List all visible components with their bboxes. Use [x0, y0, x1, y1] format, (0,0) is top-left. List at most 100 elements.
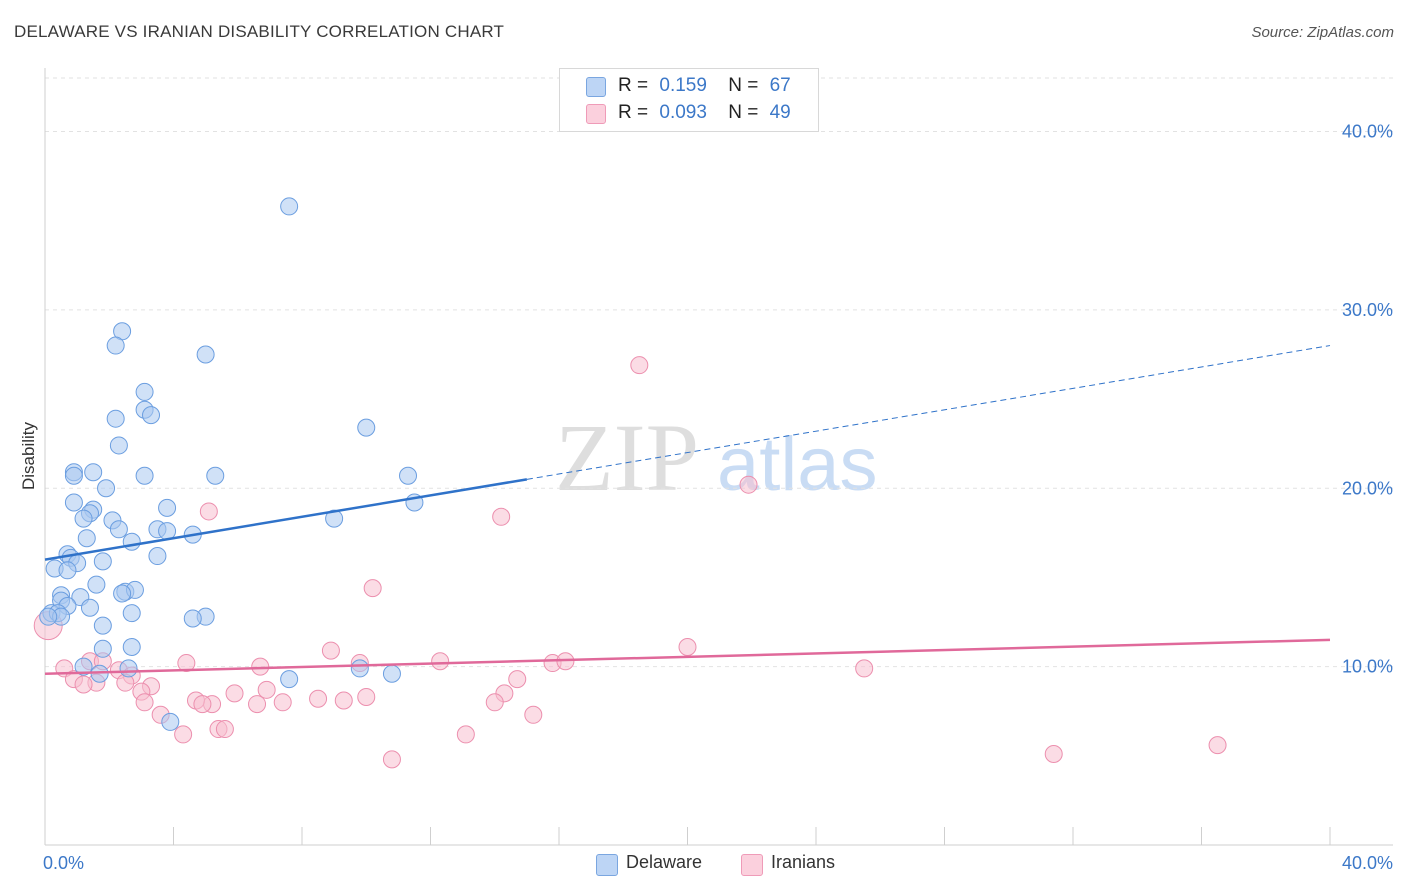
iranians-point	[174, 725, 193, 744]
delaware-point	[109, 520, 128, 539]
delaware-point	[135, 382, 154, 401]
iranians-point	[273, 693, 292, 712]
delaware-point	[183, 609, 202, 628]
delaware-point	[93, 616, 112, 635]
legend-r-label: R =	[618, 102, 649, 123]
delaware-point	[64, 466, 83, 485]
y-tick-label: 30.0%	[1342, 300, 1393, 320]
delaware-point	[74, 509, 93, 528]
iranians-point	[678, 638, 697, 657]
watermark-zip: ZIP	[555, 404, 699, 511]
delaware-swatch	[586, 77, 606, 97]
delaware-point	[148, 547, 167, 566]
tick-labels: 10.0% 20.0% 30.0% 40.0% 0.0% 40.0%	[43, 122, 1393, 873]
iranians-point	[251, 657, 270, 676]
delaware-point	[84, 463, 103, 482]
delaware-point	[90, 664, 109, 683]
iranians-point	[485, 693, 504, 712]
delaware-point	[325, 509, 344, 528]
iranians-point	[1208, 736, 1227, 755]
delaware-point	[357, 418, 376, 437]
y-tick-label: 40.0%	[1342, 122, 1393, 142]
delaware-point	[196, 345, 215, 364]
delaware-point	[206, 466, 225, 485]
iranians-point	[215, 720, 234, 739]
iranians-point	[382, 750, 401, 769]
gridlines	[45, 77, 1393, 668]
iranians-point	[855, 659, 874, 678]
delaware-point	[77, 529, 96, 548]
iranians-point	[74, 675, 93, 694]
delaware-series	[39, 197, 424, 731]
iranians-point	[431, 652, 450, 671]
iranians-point	[135, 693, 154, 712]
legend-n-label: N =	[728, 75, 759, 96]
legend-n-value: 49	[769, 102, 791, 123]
axes	[44, 68, 1393, 846]
x-tick-label: 0.0%	[43, 853, 84, 873]
delaware-point	[399, 466, 418, 485]
delaware-point	[58, 561, 77, 580]
x-tick-label: 40.0%	[1342, 853, 1393, 873]
iranians-point	[456, 725, 475, 744]
delaware-point	[119, 659, 138, 678]
legend-r-label: R =	[618, 75, 649, 96]
delaware-point	[64, 493, 83, 512]
delaware-point	[280, 670, 299, 689]
delaware-point	[113, 584, 132, 603]
iranians-point	[257, 680, 276, 699]
iranians-point	[508, 670, 527, 689]
delaware-legend-label: Delaware	[626, 852, 703, 872]
iranians-legend-swatch	[741, 854, 763, 876]
delaware-point	[39, 607, 58, 626]
delaware-point	[122, 532, 141, 551]
iranians-trendline	[44, 638, 1331, 676]
iranians-point	[225, 684, 244, 703]
delaware-point	[109, 436, 128, 455]
iranians-point	[630, 356, 649, 375]
iranians-point	[177, 654, 196, 673]
legend-r-value: 0.159	[659, 75, 707, 96]
delaware-point	[106, 336, 125, 355]
iranians-point	[524, 705, 543, 724]
delaware-point	[161, 712, 180, 731]
delaware-point	[97, 479, 116, 498]
iranians-point	[193, 695, 212, 714]
y-tick-label: 10.0%	[1342, 657, 1393, 677]
legend-n-value: 67	[769, 75, 791, 96]
legend-n-label: N =	[728, 102, 759, 123]
watermark-atlas: atlas	[717, 422, 878, 507]
delaware-point	[74, 657, 93, 676]
iranians-point	[739, 475, 758, 494]
iranians-point	[334, 691, 353, 710]
delaware-point	[142, 406, 161, 425]
delaware-point	[93, 639, 112, 658]
delaware-point	[135, 466, 154, 485]
iranians-point	[321, 641, 340, 660]
watermark: ZIP atlas	[555, 404, 878, 511]
delaware-legend-swatch	[596, 854, 618, 876]
delaware-point	[122, 604, 141, 623]
iranians-point	[363, 579, 382, 598]
chart-title: DELAWARE VS IRANIAN DISABILITY CORRELATI…	[14, 22, 505, 41]
y-axis-label: Disability	[19, 421, 38, 490]
iranians-point	[309, 689, 328, 708]
y-tick-label: 20.0%	[1342, 478, 1393, 498]
iranians-point	[248, 695, 267, 714]
iranians-swatch	[586, 104, 606, 124]
delaware-point	[350, 659, 369, 678]
delaware-point	[280, 197, 299, 216]
iranians-point	[357, 687, 376, 706]
iranians-point	[1044, 745, 1063, 764]
legend-r-value: 0.093	[659, 102, 707, 123]
delaware-point	[106, 409, 125, 428]
trendlines	[44, 345, 1331, 676]
delaware-point	[93, 552, 112, 571]
source-credit: Source: ZipAtlas.com	[1251, 24, 1394, 41]
iranians-point	[199, 502, 218, 521]
delaware-point	[87, 575, 106, 594]
delaware-trendline-extension	[526, 345, 1331, 480]
delaware-point	[382, 664, 401, 683]
iranians-point	[492, 507, 511, 526]
